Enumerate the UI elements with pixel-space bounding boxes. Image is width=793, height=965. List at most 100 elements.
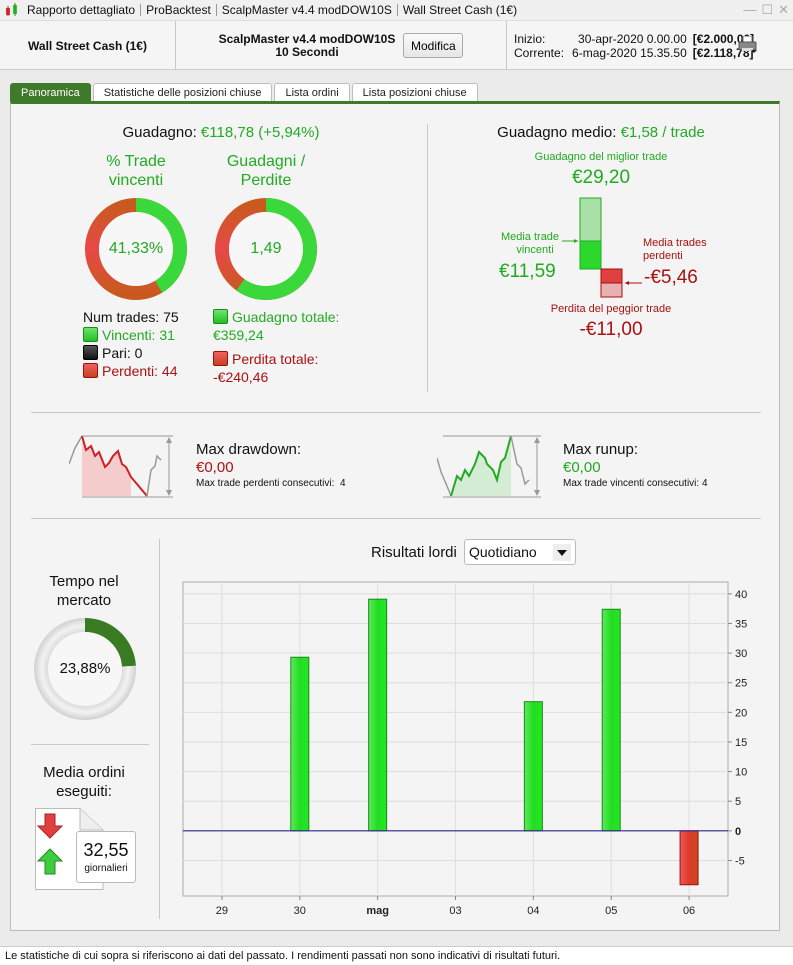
- modify-button[interactable]: Modifica: [403, 33, 464, 58]
- chevron-down-icon[interactable]: [553, 544, 571, 561]
- y-tick-label: 40: [735, 589, 747, 601]
- period-selected: Quotidiano: [469, 544, 537, 560]
- x-tick-label: 30: [294, 905, 306, 917]
- y-tick-label: -5: [735, 855, 745, 867]
- gain-loss-title: Guadagni / Perdite: [201, 152, 331, 190]
- drawdown-title: Max drawdown:: [196, 441, 302, 458]
- runup-value: €0,00: [563, 459, 601, 476]
- title-bar: Rapporto dettagliato ProBacktest ScalpMa…: [0, 0, 793, 20]
- x-tick-label: 29: [216, 905, 228, 917]
- start-label: Inizio:: [514, 31, 546, 46]
- gain-value: €118,78 (+5,94%): [200, 124, 320, 141]
- drawdown-block: Max drawdown: €0,00 Max trade perdenti c…: [196, 441, 346, 489]
- gain-headline: Guadagno: €118,78 (+5,94%): [51, 124, 391, 141]
- gain-loss-donut: [215, 198, 317, 300]
- num-trades: Num trades: 75: [83, 309, 179, 325]
- title-segment: Rapporto dettagliato: [22, 4, 142, 16]
- runup-title: Max runup:: [563, 441, 639, 458]
- x-tick-label: 04: [527, 905, 539, 917]
- y-tick-label: 10: [735, 767, 747, 779]
- y-tick-label: 30: [735, 648, 747, 660]
- title-segment: Wall Street Cash (1€): [402, 3, 518, 17]
- avg-win-label-line: vincenti: [516, 244, 554, 256]
- x-tick-label: 06: [683, 905, 695, 917]
- y-tick-label: 35: [735, 618, 747, 630]
- disclaimer-status-bar: Le statistiche di cui sopra si riferisco…: [0, 946, 793, 965]
- total-loss-value: -€240,46: [213, 369, 269, 385]
- bar-mag: [368, 598, 388, 832]
- best-trade-value: €29,20: [571, 167, 631, 188]
- market-time-donut: [34, 618, 136, 720]
- winners-swatch: [83, 327, 98, 342]
- current-label: Corrente:: [514, 45, 565, 60]
- win-pct-title: % Trade vincenti: [71, 152, 201, 190]
- avg-loss-label-line: perdenti: [643, 250, 683, 262]
- drawdown-sparkline-icon: [69, 435, 173, 498]
- winners-count: Vincenti: 31: [102, 327, 175, 343]
- avg-win-label: Media trade vincenti: [495, 231, 565, 257]
- tab-closed-position-stats[interactable]: Statistiche delle posizioni chiuse: [92, 83, 273, 102]
- bar-06: [679, 830, 699, 886]
- tab-order-list[interactable]: Lista ordini: [274, 83, 350, 102]
- overview-panel: Guadagno: €118,78 (+5,94%) % Trade vince…: [10, 101, 780, 931]
- orders-title-line: Media ordini: [43, 764, 125, 781]
- orders-unit: giornalieri: [84, 863, 128, 874]
- current-date: 6-mag-2020 15.35.50: [572, 45, 687, 60]
- orders-title-line: eseguiti:: [56, 783, 112, 800]
- best-trade-label: Guadagno del miglior trade: [534, 151, 668, 163]
- current-value: [€2.118,78]: [692, 45, 754, 60]
- title-segment: ProBacktest: [141, 4, 217, 16]
- tab-closed-position-list[interactable]: Lista posizioni chiuse: [351, 83, 478, 102]
- gain-loss-totals: Guadagno totale: €359,24 Perdita totale:…: [213, 308, 339, 386]
- market-time-title-line: mercato: [56, 592, 112, 609]
- report-header: Wall Street Cash (1€) ScalpMaster v4.4 m…: [0, 20, 793, 70]
- y-tick-label: 5: [735, 796, 741, 808]
- even-count: Pari: 0: [102, 345, 143, 361]
- average-gain-label: Guadagno medio:: [497, 124, 617, 141]
- x-tick-label: mag: [366, 905, 389, 917]
- win-pct-title-line: vincenti: [108, 172, 164, 189]
- worst-trade-label: Perdita del peggior trade: [550, 303, 672, 315]
- app-candlestick-icon: [6, 3, 17, 16]
- average-gain-headline: Guadagno medio: €1,58 / trade: [451, 124, 751, 141]
- total-loss-label: Perdita totale:: [232, 351, 319, 367]
- y-tick-label: 0: [735, 826, 741, 838]
- total-loss-swatch: [213, 351, 228, 366]
- gain-loss-title-line: Guadagni /: [226, 153, 306, 170]
- instrument-name: Wall Street Cash (1€): [28, 38, 147, 53]
- results-bar-chart: 40 35 30 25 20 15 10 5 0 -5 29 30 mag 03 04 05 06: [182, 581, 747, 917]
- minimize-icon[interactable]: —: [743, 2, 757, 17]
- tab-bar: Panoramica Statistiche delle posizioni c…: [10, 83, 480, 102]
- market-time-title-line: Tempo nel: [49, 573, 119, 590]
- results-label: Risultati lordi: [371, 544, 457, 561]
- market-time-value: 23,88%: [59, 660, 111, 677]
- orders-value-box: 32,55 giornalieri: [76, 831, 136, 883]
- avg-loss-label: Media trades perdenti: [643, 237, 707, 263]
- avg-loss-value: -€5,46: [644, 267, 698, 288]
- bar-30: [290, 656, 310, 832]
- market-time-title: Tempo nel mercato: [29, 572, 139, 610]
- close-icon[interactable]: ✕: [778, 2, 789, 17]
- bar-04: [523, 701, 543, 832]
- y-tick-label: 20: [735, 707, 747, 719]
- worst-trade-value: -€11,00: [579, 319, 643, 340]
- win-pct-donut: [85, 198, 187, 300]
- win-pct-value: 41,33%: [108, 240, 164, 257]
- win-pct-title-line: % Trade: [106, 153, 166, 170]
- print-icon[interactable]: [738, 36, 758, 54]
- drawdown-consecutive: Max trade perdenti consecutivi: 4: [196, 478, 346, 489]
- trade-counts: Num trades: 75 Vincenti: 31 Pari: 0 Perd…: [83, 308, 179, 380]
- y-tick-label: 15: [735, 737, 747, 749]
- x-tick-label: 03: [449, 905, 461, 917]
- tab-panoramica[interactable]: Panoramica: [10, 83, 91, 102]
- period-dropdown[interactable]: Quotidiano: [464, 539, 576, 565]
- maximize-icon[interactable]: ☐: [761, 2, 774, 17]
- avg-win-label-line: Media trade: [500, 231, 560, 243]
- gain-label: Guadagno:: [122, 124, 197, 141]
- title-segment: ScalpMaster v4.4 modDOW10S: [217, 4, 398, 16]
- average-gain-value: €1,58 / trade: [620, 124, 705, 141]
- drawdown-value: €0,00: [196, 459, 234, 476]
- total-gain-label: Guadagno totale:: [232, 309, 340, 325]
- runup-sparkline-icon: [437, 435, 541, 498]
- losers-swatch: [83, 363, 98, 378]
